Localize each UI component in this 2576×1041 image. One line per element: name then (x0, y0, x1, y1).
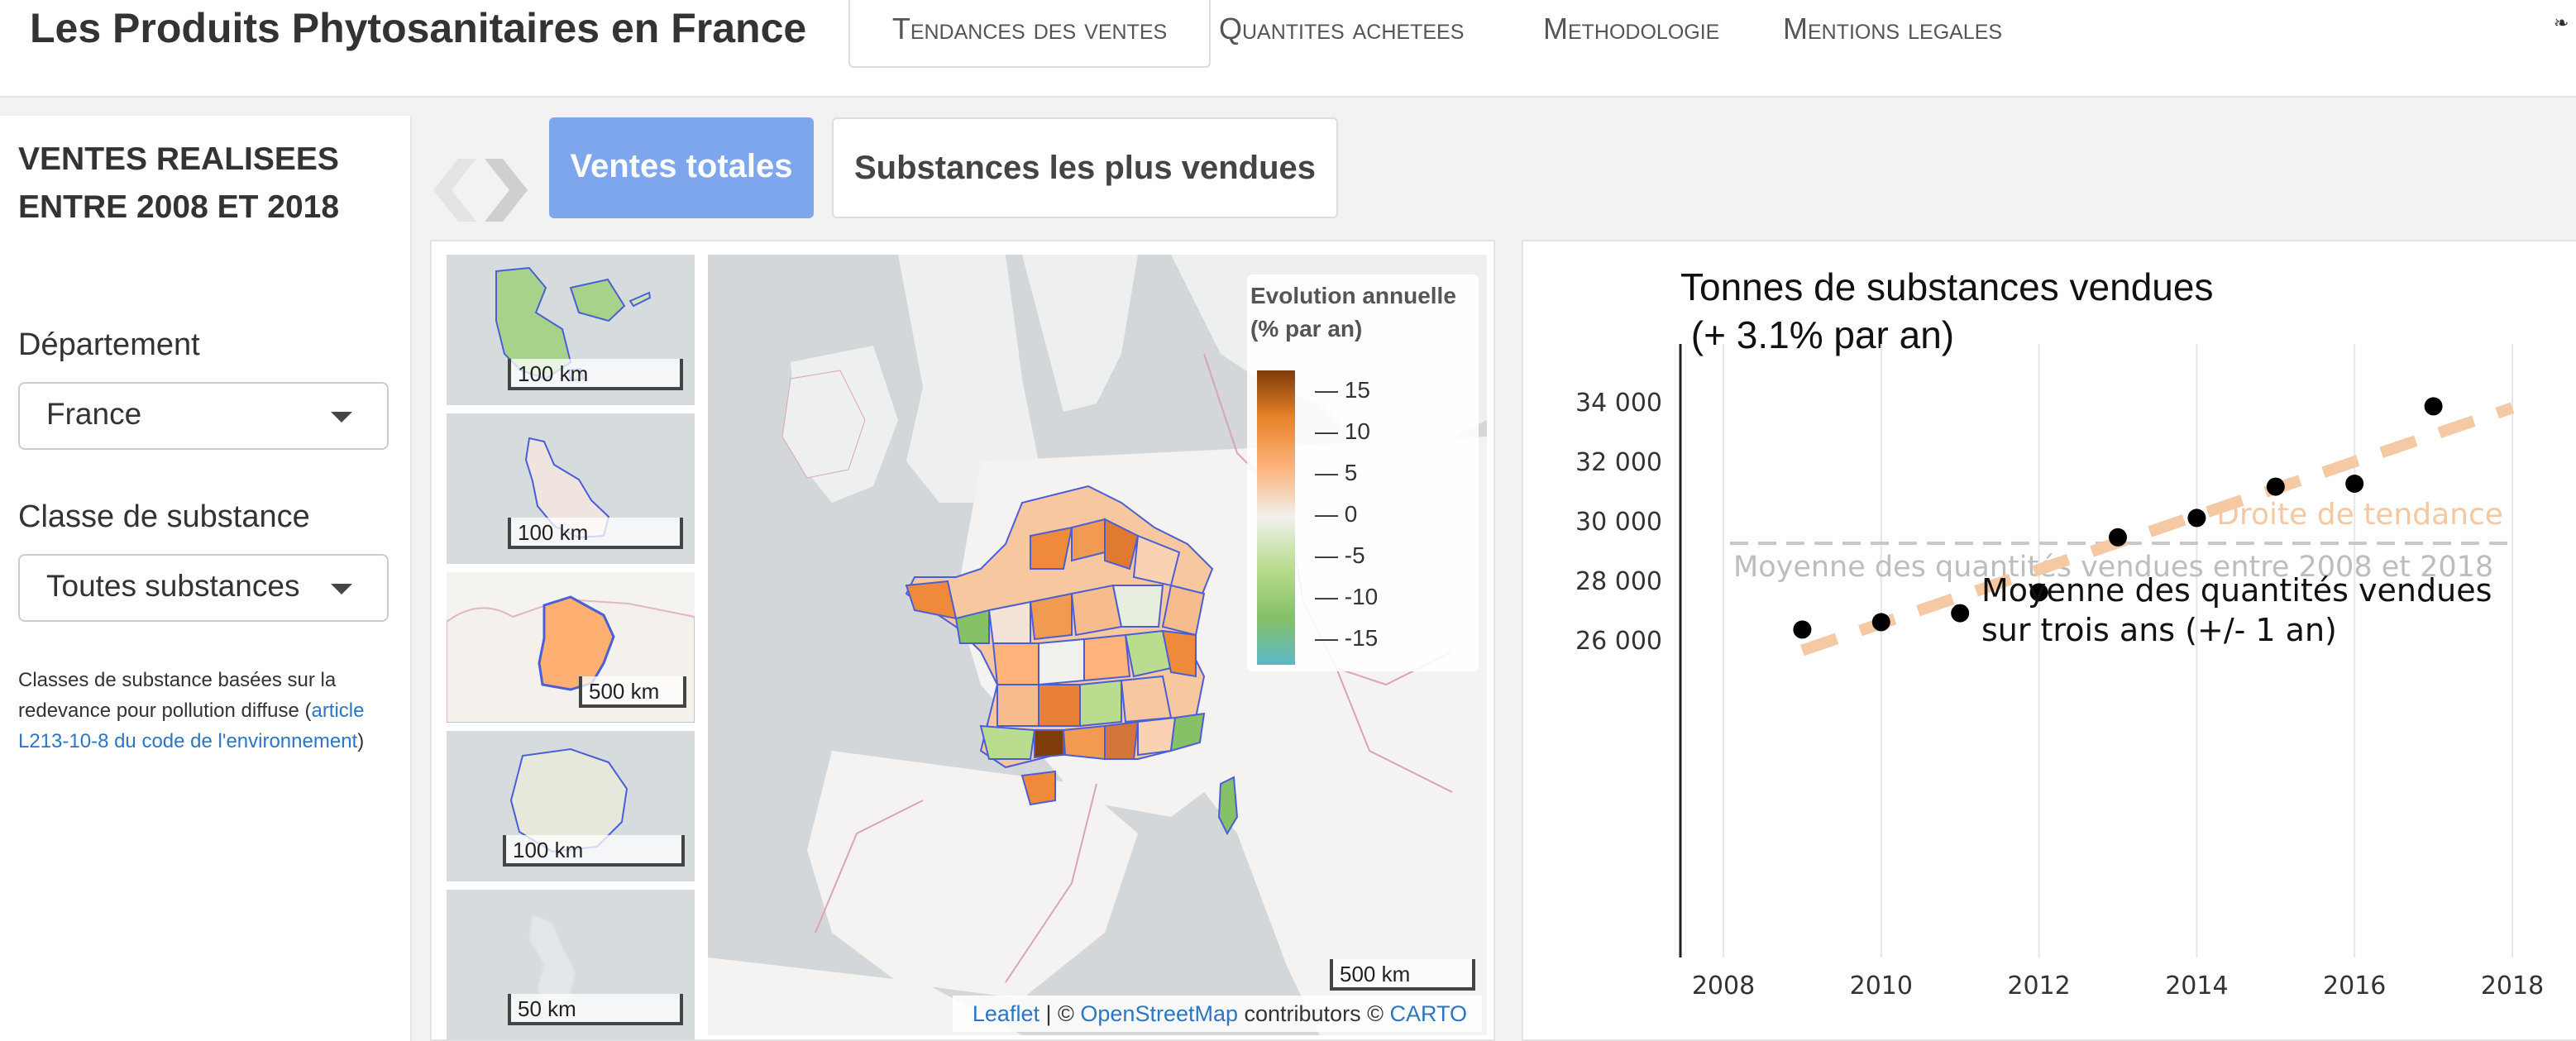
substance-class-select-value: Toutes substances (46, 569, 300, 603)
inset-map-martinique[interactable]: 100 km (447, 413, 695, 564)
leaf-icon[interactable]: ❧ (2554, 12, 2569, 33)
tab-methodologie[interactable]: Methodologie (1543, 12, 1720, 45)
y-tick-label: 30 000 (1575, 508, 1662, 537)
legend-tick: — 0 (1315, 501, 1358, 527)
department-label: Département (18, 327, 200, 362)
trend-line-label: Droite de tendance (2216, 498, 2503, 532)
inset-scale: 50 km (508, 994, 683, 1025)
legend-tick: — -5 (1315, 542, 1365, 568)
substance-class-select[interactable]: Toutes substances (18, 554, 389, 622)
data-point (1951, 604, 1970, 623)
y-tick-label: 28 000 (1575, 567, 1662, 596)
tab-mentions-legales[interactable]: Mentions legales (1783, 12, 2003, 45)
chart-title: Tonnes de substances vendues (+ 3.1% par… (1680, 263, 2213, 359)
substance-class-note: Classes de substance basées sur la redev… (18, 665, 399, 757)
y-tick-label: 26 000 (1575, 627, 1662, 656)
sidebar-title: VENTES REALISEES ENTRE 2008 ET 2018 (18, 141, 340, 225)
legend-title: Evolution annuelle (% par an) (1250, 283, 1456, 341)
guadeloupe-shape (495, 266, 652, 382)
data-point (1871, 613, 1890, 632)
department-select-value: France (46, 397, 142, 431)
sidebar: VENTES REALISEES ENTRE 2008 ET 2018 Dépa… (0, 116, 412, 1041)
legend-tick: — -10 (1315, 584, 1379, 609)
note-suffix: ) (357, 730, 365, 752)
tab-tendances-des-ventes[interactable]: Tendances des ventes (848, 0, 1211, 68)
data-point (2424, 397, 2443, 416)
legend-tick: — -15 (1315, 625, 1379, 651)
inset-map-mayotte[interactable]: 50 km (447, 890, 695, 1040)
legend-colorbar (1257, 370, 1295, 665)
department-select[interactable]: France (18, 382, 389, 450)
chart-panel (1522, 240, 2576, 1041)
data-point (1793, 620, 1812, 639)
y-tick-label: 32 000 (1575, 448, 1662, 477)
reunion-shape (509, 747, 628, 853)
note-text: Classes de substance basées sur la redev… (18, 669, 337, 722)
points-label: Moyenne des quantités vendues (1981, 572, 2492, 609)
attribution-text: | © (1039, 1001, 1081, 1026)
inset-map-reunion[interactable]: 100 km (447, 731, 695, 881)
x-tick-label: 2014 (2165, 972, 2228, 1000)
inset-map-guadeloupe[interactable]: 100 km (447, 255, 695, 405)
mean-line-label: Moyenne des quantités vendues entre 2008… (1733, 551, 2493, 584)
inset-scale: 100 km (508, 359, 683, 390)
points-label: sur trois ans (+/- 1 an) (1981, 612, 2337, 648)
openstreetmap-link[interactable]: OpenStreetMap (1080, 1001, 1238, 1026)
x-tick-label: 2018 (2481, 972, 2544, 1000)
main-map-scale: 500 km (1330, 959, 1475, 991)
leaflet-link[interactable]: Leaflet (972, 1001, 1039, 1026)
tab-quantites-achetees[interactable]: Quantites achetees (1219, 12, 1465, 45)
y-tick-label: 34 000 (1575, 389, 1662, 418)
trend-line (1800, 402, 2515, 657)
article-link[interactable]: article L213-10-8 du code de l'environne… (18, 700, 365, 752)
legend-tick: — 5 (1315, 460, 1358, 485)
map-attribution: Leaflet | © OpenStreetMap contributors ©… (953, 996, 1482, 1032)
substance-class-label: Classe de substance (18, 499, 310, 534)
legend-tick: — 15 (1315, 377, 1370, 403)
inset-map-guyane[interactable]: 500 km (447, 572, 695, 723)
x-tick-label: 2016 (2323, 972, 2386, 1000)
data-point (2266, 477, 2285, 496)
attribution-text: contributors © (1238, 1001, 1390, 1026)
map-legend: Evolution annuelle (% par an) — 15 — 10 … (1247, 275, 1479, 671)
legend-tick: — 10 (1315, 418, 1370, 444)
chart-title-line1: Tonnes de substances vendues (1680, 265, 2214, 308)
chart-title-line2: (+ 3.1% par an) (1680, 313, 1955, 356)
inset-scale: 100 km (508, 518, 683, 549)
data-point (2109, 528, 2127, 547)
data-point (2187, 509, 2206, 528)
chevron-down-icon (331, 584, 352, 595)
chevron-down-icon (331, 412, 352, 423)
data-point (2029, 583, 2048, 602)
carto-link[interactable]: CARTO (1389, 1001, 1467, 1026)
x-tick-label: 2010 (1850, 972, 1913, 1000)
tab-ventes-totales[interactable]: Ventes totales (549, 117, 814, 218)
data-point (2345, 475, 2364, 493)
x-tick-label: 2008 (1692, 972, 1755, 1000)
app-title[interactable]: Les Produits Phytosanitaires en France (30, 5, 807, 51)
x-tick-label: 2012 (2007, 972, 2070, 1000)
navbar: Les Produits Phytosanitaires en France T… (0, 0, 2576, 98)
nav-arrows-icon[interactable] (430, 149, 529, 232)
tab-substances-plus-vendues[interactable]: Substances les plus vendues (832, 117, 1338, 218)
inset-scale: 100 km (503, 835, 685, 867)
sales-trend-chart[interactable]: 26 000 28 000 30 000 32 000 34 000 2008 2010 20… (1522, 240, 2576, 1041)
inset-scale: 500 km (579, 676, 686, 708)
